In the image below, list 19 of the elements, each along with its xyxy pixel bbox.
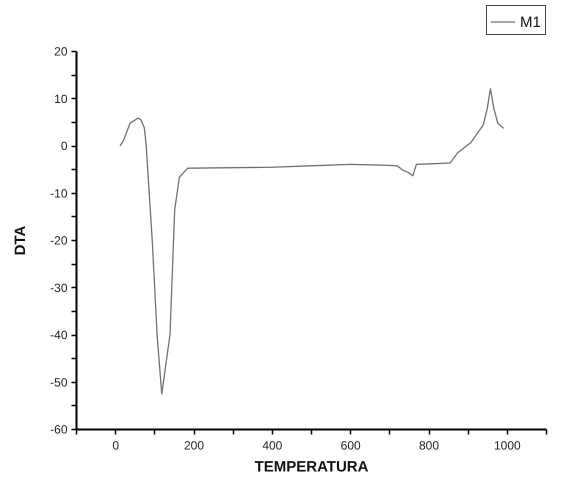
x-tick-label: 0: [112, 438, 120, 452]
y-tick-label: 0: [60, 139, 68, 153]
y-tick-label: -60: [50, 422, 68, 436]
y-tick-label: -50: [50, 375, 68, 390]
y-tick-label: 20: [54, 44, 68, 58]
x-tick-label: 800: [418, 438, 440, 452]
x-tick-label: 400: [262, 438, 283, 452]
y-tick-label: -20: [50, 234, 68, 248]
legend-label: M1: [520, 14, 541, 31]
y-tick-label: -40: [50, 328, 68, 342]
y-tick-label: 10: [54, 92, 68, 106]
x-axis-title: TEMPERATURA: [254, 458, 369, 476]
x-tick-label: 200: [184, 438, 204, 452]
y-tick-label: -30: [50, 280, 68, 295]
x-tick-label: 600: [340, 438, 361, 452]
line-series: [120, 88, 504, 395]
y-axis-title: DTA: [12, 225, 30, 256]
x-tick-label: 1000: [494, 438, 522, 452]
y-tick-label: -10: [50, 186, 68, 200]
